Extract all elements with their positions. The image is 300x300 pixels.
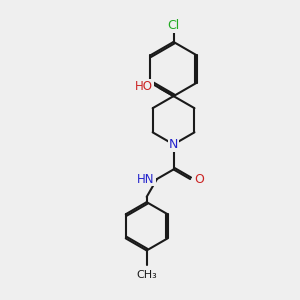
Text: O: O: [194, 172, 204, 185]
Text: CH₃: CH₃: [136, 271, 157, 281]
Text: N: N: [169, 138, 178, 151]
Text: HN: HN: [137, 172, 154, 185]
Text: HO: HO: [135, 80, 153, 93]
Text: Cl: Cl: [167, 19, 180, 32]
